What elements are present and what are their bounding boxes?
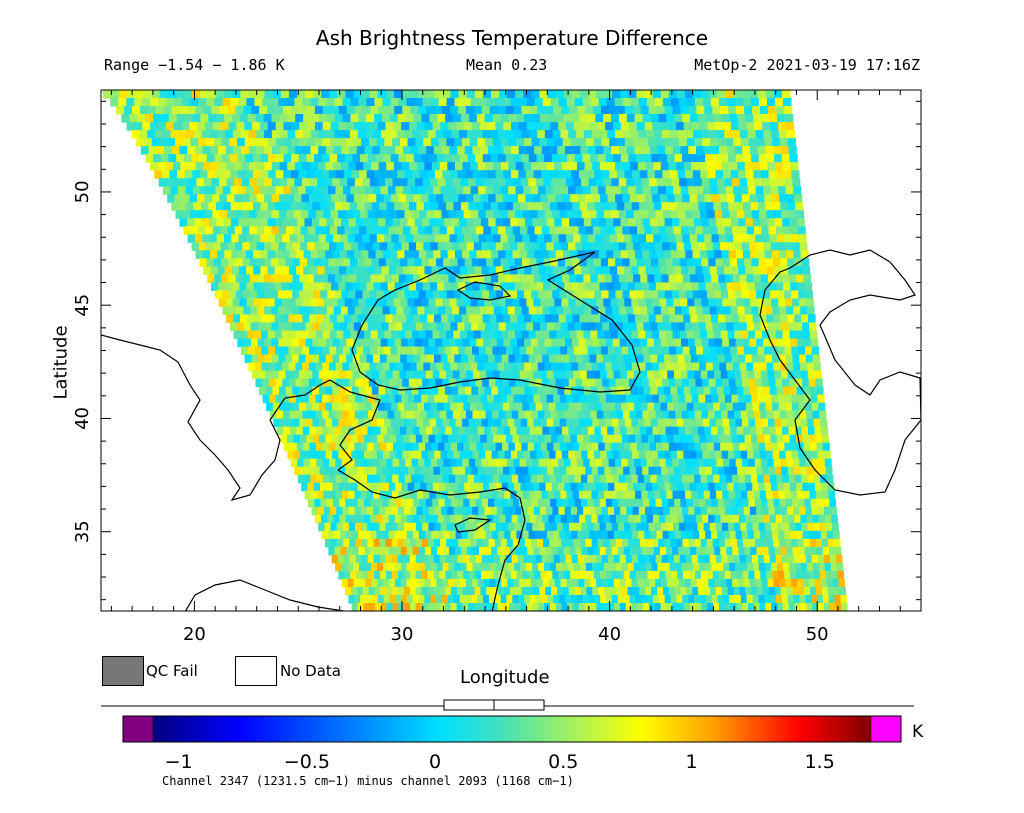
y-axis-ticks: 50 45 40 35 [72,100,921,601]
plot-title: Ash Brightness Temperature Difference [315,26,709,50]
colorbar-tick-label: 1.5 [805,751,835,773]
colorbar-tick-label: 0.5 [548,751,578,773]
x-axis-title: Longitude [460,667,550,688]
source-label: MetOp-2 2021-03-19 17:16Z [694,56,920,74]
y-tick-label: 50 [72,180,93,203]
colorbar-unit: K [912,722,924,742]
slider-handle-left[interactable] [443,699,495,711]
colorbar-over [870,715,902,743]
colorbar-gradient [153,716,871,742]
qc-fail-label: QC Fail [146,662,198,680]
y-tick-label: 40 [72,407,93,430]
slider-handle-right[interactable] [493,699,545,711]
black-sea-coast [351,251,641,393]
x-tick-label: 50 [806,624,829,645]
colorbar-caption: Channel 2347 (1231.5 cm−1) minus channel… [162,774,574,788]
no-data-swatch [235,656,277,686]
greece-coast [101,334,331,502]
y-tick-label: 35 [72,520,93,543]
range-label: Range −1.54 − 1.86 K [104,56,285,74]
aegean-coast [329,379,381,471]
egypt-coast [184,579,348,611]
colorbar-frame [122,715,902,743]
colorbar-ticks: −1 −0.5 0 0.5 1 1.5 [165,751,835,773]
anatolia-south-coast [337,469,526,611]
cyprus-coast [454,517,492,533]
y-tick-label: 45 [72,294,93,317]
swath-data [103,90,848,611]
colorbar-tick-label: 0 [429,751,441,773]
colorbar-tick-label: 1 [685,751,697,773]
x-tick-label: 20 [183,624,206,645]
colorbar-tick-label: −1 [165,751,193,773]
no-data-label: No Data [280,662,341,680]
qc-fail-swatch [102,656,144,686]
colorbar-under [122,715,154,743]
mean-label: Mean 0.23 [466,56,548,74]
x-tick-label: 40 [598,624,621,645]
x-tick-label: 30 [391,624,414,645]
coastlines [101,249,921,611]
crimea-coast [456,281,512,301]
caspian-coast [759,249,921,496]
x-axis-ticks: 20 30 40 50 [110,90,922,645]
colorbar-tick-label: −0.5 [284,751,330,773]
y-axis-title: Latitude [50,325,72,400]
